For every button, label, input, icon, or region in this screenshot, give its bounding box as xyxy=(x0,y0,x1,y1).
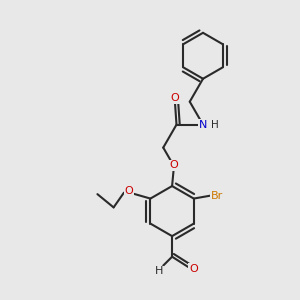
Text: O: O xyxy=(125,186,134,196)
Text: O: O xyxy=(189,264,198,274)
Text: N: N xyxy=(199,120,207,130)
Text: O: O xyxy=(171,93,179,103)
Text: Br: Br xyxy=(211,190,224,201)
Text: H: H xyxy=(154,266,163,276)
Text: H: H xyxy=(212,120,219,130)
Text: O: O xyxy=(169,160,178,170)
